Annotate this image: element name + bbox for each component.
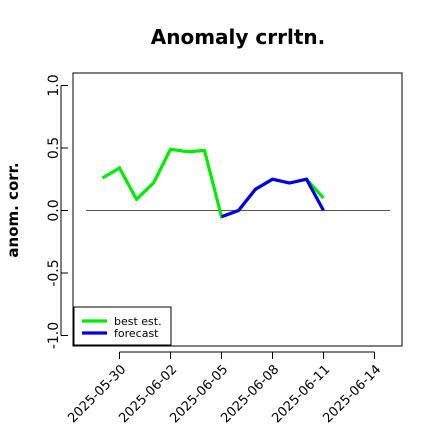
legend-box bbox=[73, 306, 172, 346]
y-tick-label: -1.0 bbox=[46, 322, 62, 349]
legend-label: forecast bbox=[114, 327, 159, 340]
y-tick-label: 1.0 bbox=[46, 74, 62, 96]
legend: best est.forecast bbox=[73, 306, 172, 346]
y-tick-label: -0.5 bbox=[46, 259, 62, 286]
y-axis-label: anom. corr. bbox=[4, 162, 22, 257]
y-tick-label: 0.5 bbox=[46, 137, 62, 159]
legend-label: best est. bbox=[114, 315, 162, 328]
chart-title: Anomaly crrltn. bbox=[151, 25, 325, 49]
plot-frame bbox=[72, 72, 403, 347]
series-line-forecast bbox=[220, 177, 325, 219]
y-tick-label: 0.0 bbox=[46, 199, 62, 221]
